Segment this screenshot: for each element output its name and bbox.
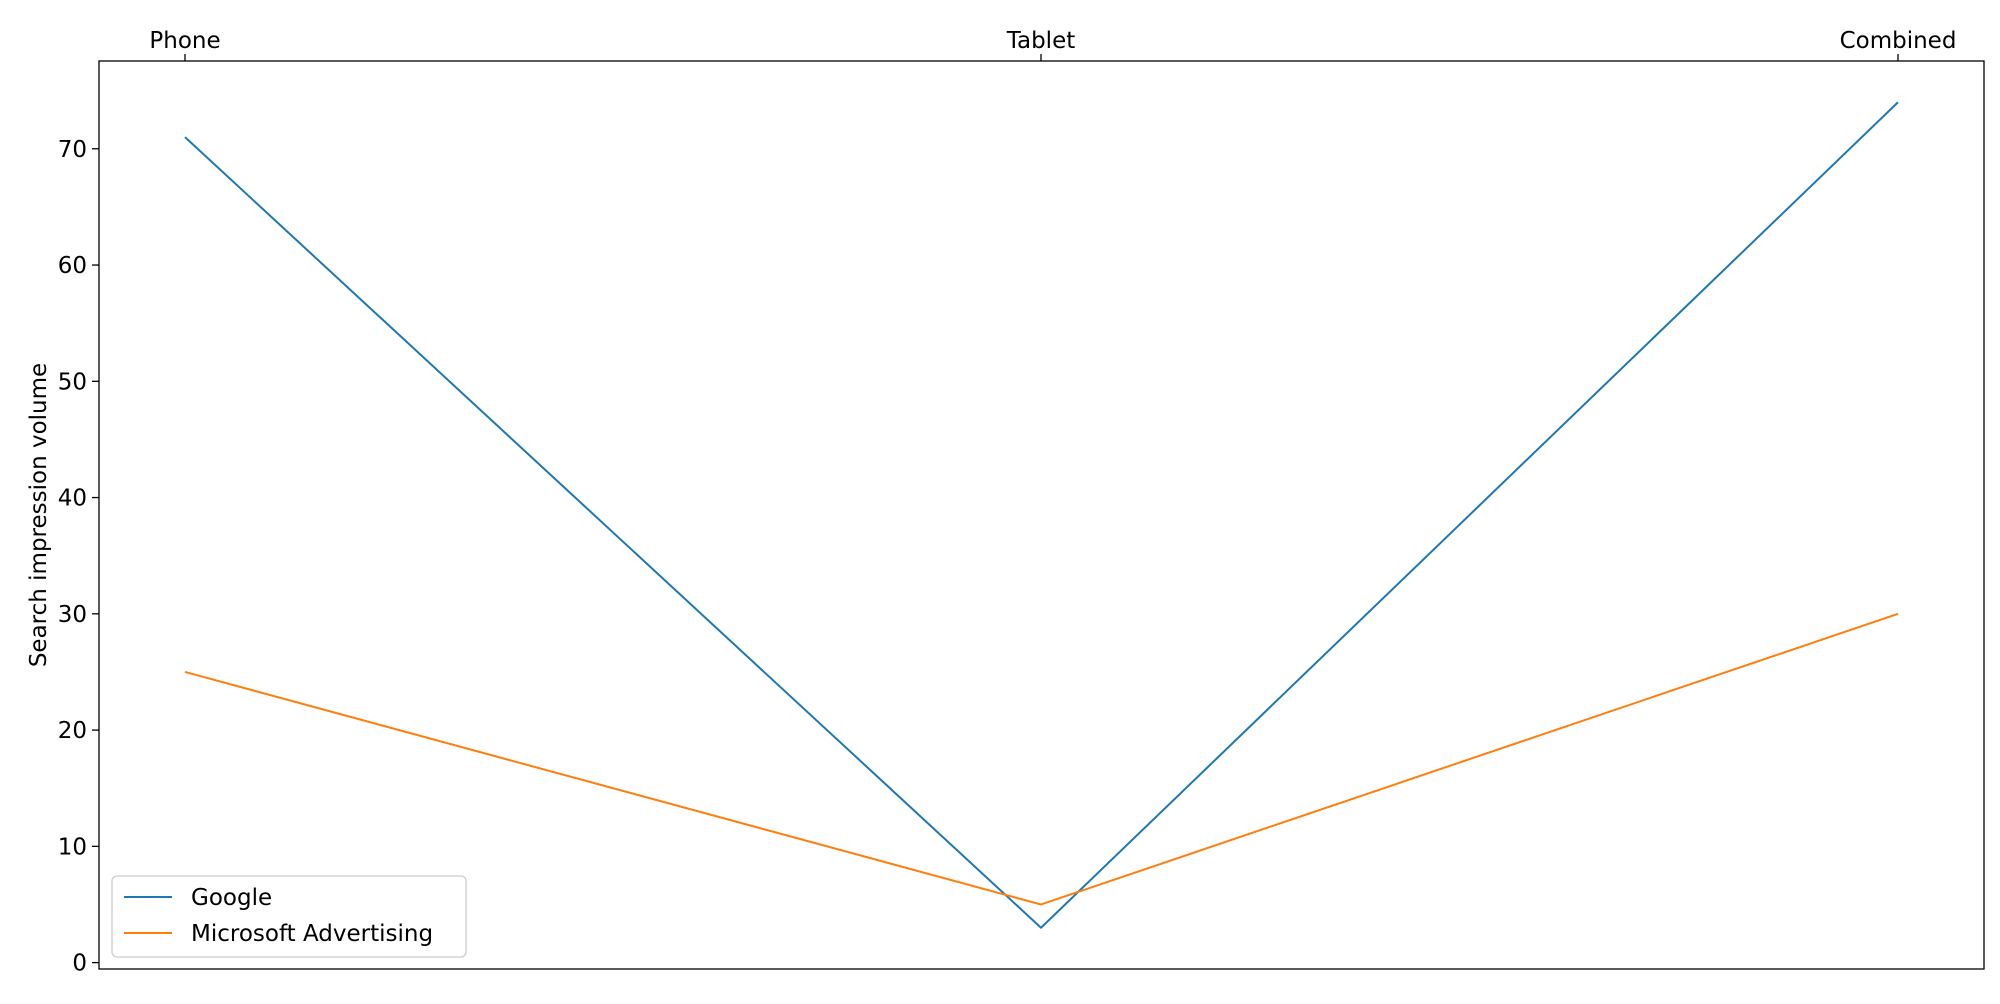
x-tick-label: Tablet [1006,28,1076,54]
legend-label: Microsoft Advertising [191,921,433,947]
legend-label: Google [191,885,272,911]
y-tick-label: 60 [58,253,87,279]
y-tick-label: 40 [58,486,87,512]
y-tick-label: 70 [58,137,87,163]
x-tick-label: Phone [149,28,220,54]
legend: Google Microsoft Advertising [112,876,466,957]
y-tick-label: 0 [72,951,87,977]
y-axis-label: Search impression volume [26,363,52,667]
y-tick-label: 50 [58,369,87,395]
x-axis: Phone Tablet Combined [149,28,1956,61]
y-tick-label: 30 [58,602,87,628]
x-tick-label: Combined [1840,28,1957,54]
plot-area [99,61,1984,969]
y-tick-label: 10 [58,834,87,860]
y-axis: 0 10 20 30 40 50 60 70 [58,137,99,977]
y-tick-label: 20 [58,718,87,744]
